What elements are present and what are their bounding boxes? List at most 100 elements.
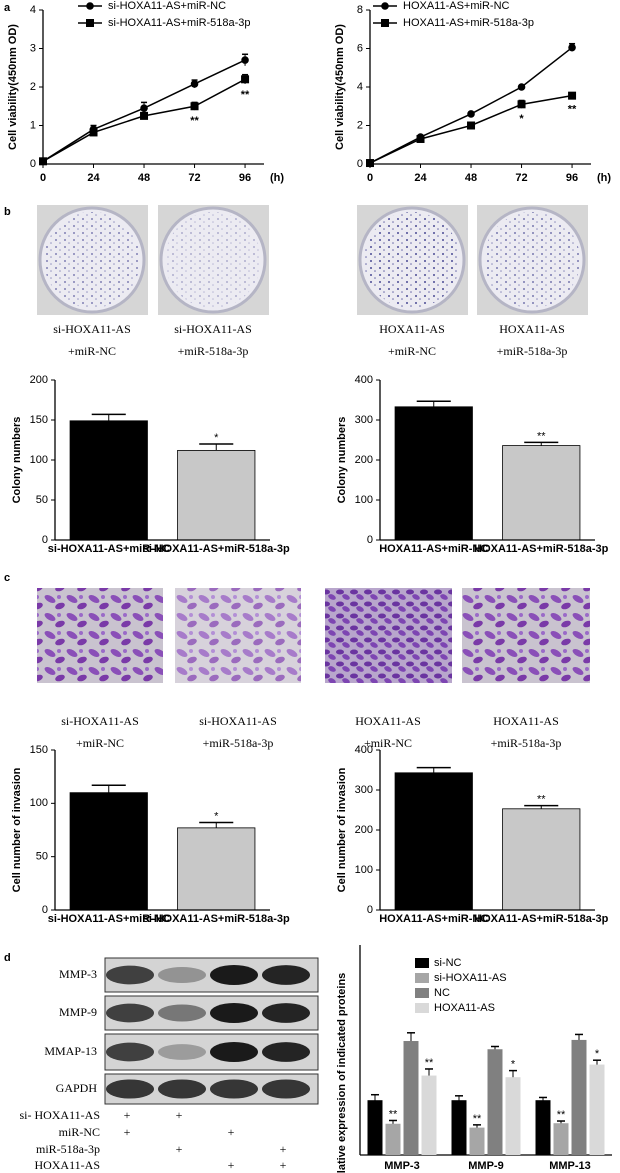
y-axis-label: Relative expression of indicated protein… [336, 973, 348, 1173]
y-tick-label: 0 [30, 158, 36, 170]
marker [89, 128, 98, 137]
x-tick-label: HOXA11-AS+miR-518a-3p [474, 543, 608, 555]
treatment-mark: + [176, 1108, 183, 1122]
blot-row-label: MMP-9 [59, 1005, 97, 1019]
significance: * [519, 113, 524, 125]
photo-caption: +miR-NC [388, 344, 436, 358]
blot-band [210, 1042, 258, 1062]
y-axis-label: Colony numbers [336, 417, 348, 504]
treatment-mark: + [228, 1125, 235, 1139]
blot-row-label: GAPDH [56, 1081, 98, 1095]
photo-caption: si-HOXA11-AS [174, 322, 252, 336]
x-tick-label: HOXA11-AS+miR-518a-3p [474, 913, 608, 925]
marker [39, 157, 47, 166]
significance: * [511, 1059, 516, 1071]
significance: * [214, 810, 219, 822]
x-tick-label: 96 [566, 172, 578, 184]
bar [403, 1041, 419, 1155]
x-axis-label: (h) [597, 172, 611, 184]
blot-band [158, 1079, 206, 1099]
x-tick-label: MMP-9 [468, 1160, 503, 1172]
x-tick-label: MMP-3 [384, 1160, 419, 1172]
significance: ** [537, 794, 546, 806]
blot-band [158, 1044, 206, 1060]
marker [140, 104, 148, 112]
y-tick-label: 300 [355, 414, 373, 426]
marker [467, 121, 476, 130]
x-tick-label: 24 [87, 172, 100, 184]
marker [568, 91, 577, 100]
treatment-label: si- HOXA11-AS [19, 1108, 100, 1122]
y-tick-label: 4 [357, 81, 363, 93]
y-tick-label: 0 [367, 534, 373, 546]
significance: * [214, 432, 219, 444]
significance: ** [568, 103, 577, 115]
treatment-label: HOXA11-AS [34, 1158, 100, 1172]
y-tick-label: 400 [355, 744, 373, 756]
photo-caption: si-HOXA11-AS [61, 714, 139, 728]
photo [37, 588, 163, 683]
blot-band [106, 965, 154, 985]
y-tick-label: 2 [30, 81, 36, 93]
y-tick-label: 0 [42, 904, 48, 916]
y-tick-label: 300 [355, 784, 373, 796]
y-axis-label: Cell number of invasion [11, 767, 23, 892]
bar [505, 1077, 521, 1155]
x-tick-label: 0 [40, 172, 46, 184]
marker [517, 83, 526, 91]
legend-swatch [415, 988, 429, 998]
x-tick-label: HOXA11-AS+miR-NC [379, 543, 488, 555]
significance: ** [241, 89, 250, 101]
x-tick-label: si-HOXA11-AS+miR-518a-3p [143, 543, 290, 555]
x-tick-label: MMP-13 [549, 1160, 591, 1172]
x-tick-label: si-HOXA11-AS+miR-NC [48, 913, 170, 925]
treatment-mark: + [228, 1158, 235, 1172]
y-tick-label: 0 [42, 534, 48, 546]
photo-caption: si-HOXA11-AS [53, 322, 131, 336]
y-axis-label: Cell viability(450nm OD) [334, 24, 346, 150]
significance: * [595, 1048, 600, 1060]
y-tick-label: 200 [355, 454, 373, 466]
significance: ** [425, 1057, 434, 1069]
photo [325, 588, 452, 683]
y-tick-label: 3 [30, 42, 36, 54]
treatment-mark: + [124, 1125, 131, 1139]
photo-caption: +miR-518a-3p [203, 736, 274, 750]
marker [517, 100, 526, 109]
bar [502, 445, 581, 541]
photo-caption: HOXA11-AS [355, 714, 421, 728]
y-tick-label: 150 [30, 744, 48, 756]
y-axis-label: Colony numbers [11, 417, 23, 504]
significance: ** [537, 430, 546, 442]
x-tick-label: 48 [138, 172, 150, 184]
marker [241, 75, 250, 84]
photo-caption: HOXA11-AS [493, 714, 559, 728]
x-tick-label: 24 [414, 172, 427, 184]
marker [190, 80, 199, 88]
y-tick-label: 1 [30, 119, 36, 131]
significance: ** [557, 1109, 566, 1121]
x-tick-label: 96 [239, 172, 251, 184]
y-axis-label: Cell viability(450nm OD) [7, 24, 19, 150]
y-tick-label: 50 [36, 851, 48, 863]
bar [367, 1100, 383, 1155]
bar [385, 1123, 401, 1155]
legend-swatch [415, 973, 429, 983]
x-tick-label: 48 [465, 172, 477, 184]
marker [366, 159, 374, 168]
colonies [364, 212, 460, 308]
y-tick-label: 0 [367, 904, 373, 916]
y-axis-label: Cell number of invasion [336, 767, 348, 892]
x-tick-label: si-HOXA11-AS+miR-518a-3p [143, 913, 290, 925]
legend-label: HOXA11-AS [434, 1002, 495, 1014]
series-line [369, 46, 573, 164]
legend-label: si-NC [434, 957, 462, 969]
photo-caption: HOXA11-AS [499, 322, 565, 336]
bar [487, 1049, 503, 1155]
treatment-label: miR-518a-3p [36, 1142, 100, 1156]
photo-caption: si-HOXA11-AS [199, 714, 277, 728]
bar [421, 1075, 437, 1155]
y-tick-label: 100 [355, 864, 373, 876]
photo-caption: +miR-NC [364, 736, 412, 750]
